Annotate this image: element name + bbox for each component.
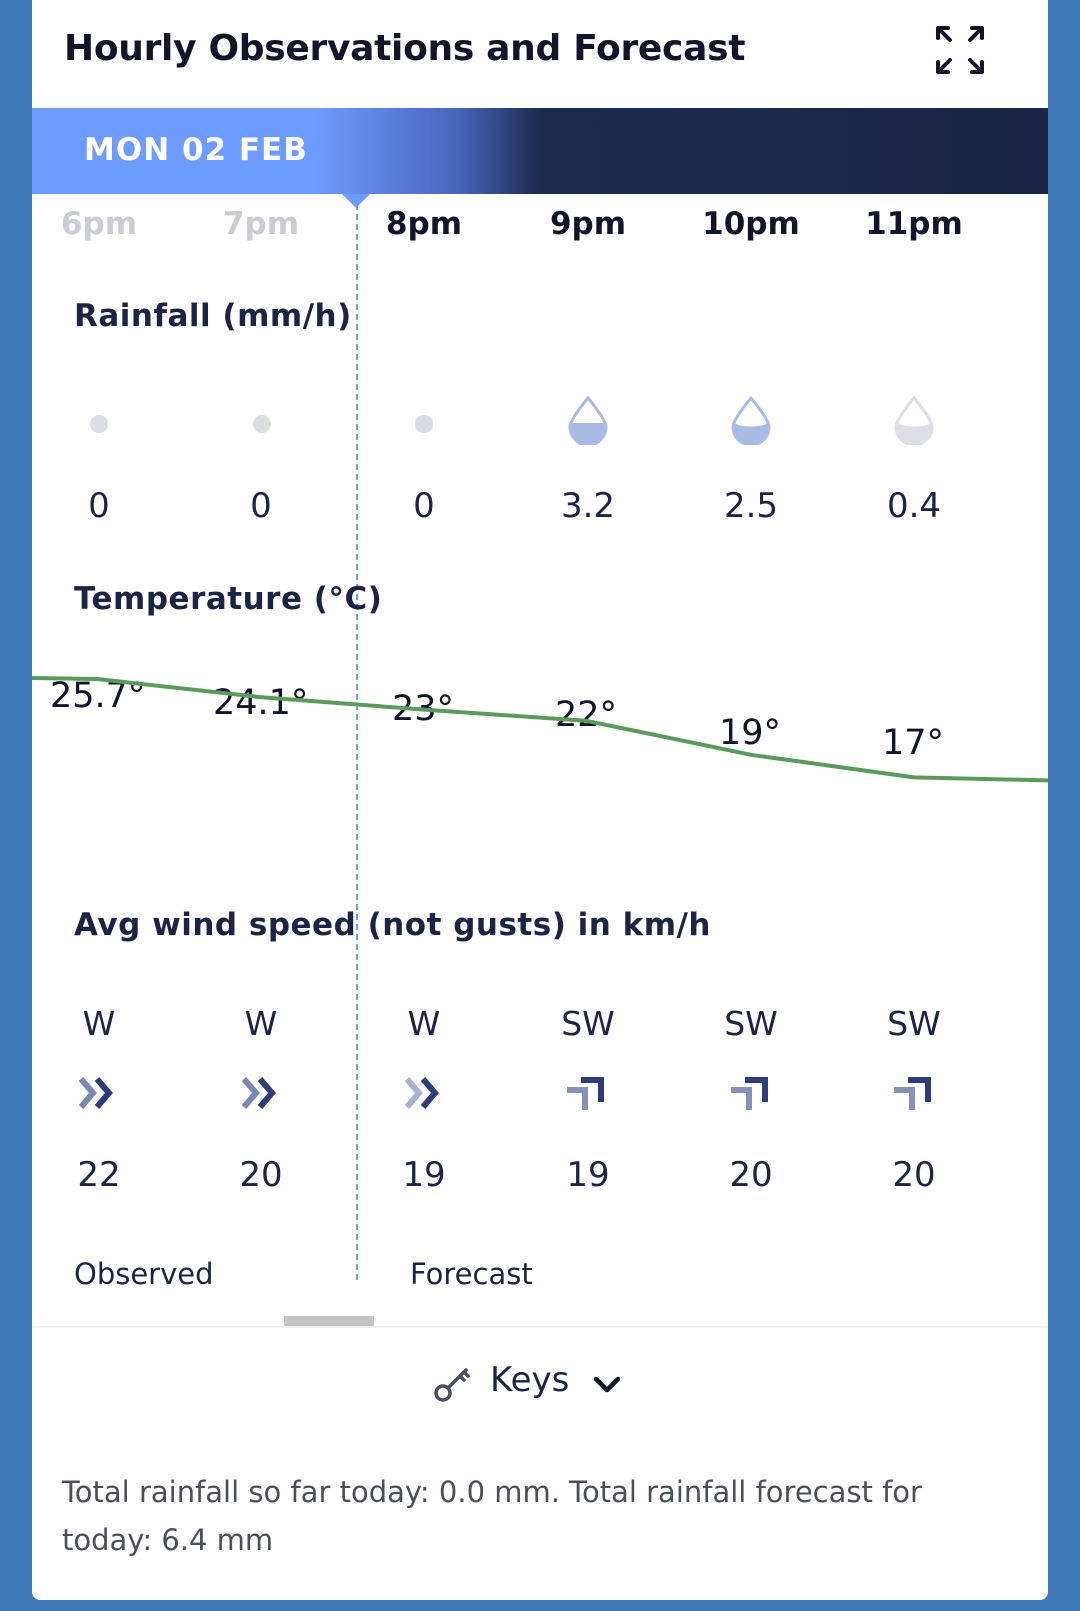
temperature-value: 19°	[719, 713, 782, 753]
hour-label: 7pm	[222, 206, 300, 242]
wind-direction: W	[407, 1004, 441, 1043]
temperature-line	[32, 676, 1048, 783]
temperature-value: 17°	[882, 723, 945, 763]
chevron-down-icon	[593, 1376, 621, 1393]
wind-direction: SW	[561, 1004, 615, 1043]
forecast-card: Hourly Observations and Forecast MON 02 …	[32, 0, 1048, 1600]
rainfall-value: 0	[88, 486, 110, 526]
date-bar: MON 02 FEB	[32, 108, 1048, 194]
double-chevron-right-icon	[241, 1077, 276, 1109]
hour-label: 6pm	[60, 206, 138, 242]
double-chevron-right-icon	[404, 1077, 439, 1109]
divider	[32, 1326, 1048, 1328]
raindrop-light-icon	[894, 395, 934, 445]
hour-label: 10pm	[702, 206, 800, 242]
wind-speed: 20	[239, 1155, 283, 1195]
wind-sw-icon	[894, 1077, 931, 1110]
key-icon	[434, 1368, 470, 1402]
expand-icon	[936, 26, 984, 74]
hour-label: 11pm	[865, 206, 963, 242]
horizontal-scrollbar[interactable]	[284, 1316, 374, 1326]
dot-icon	[253, 415, 271, 433]
dot-icon	[415, 415, 433, 433]
current-time-line	[356, 194, 358, 1280]
wind-speed: 20	[729, 1155, 773, 1195]
hour-label: 8pm	[385, 206, 463, 242]
wind-label: Avg wind speed (not gusts) in km/h	[74, 907, 711, 943]
double-chevron-right-icon	[78, 1077, 113, 1109]
wind-speed: 19	[402, 1155, 446, 1195]
card-header: Hourly Observations and Forecast	[32, 0, 1048, 108]
temperature-chart	[32, 676, 1048, 783]
card-title: Hourly Observations and Forecast	[64, 28, 746, 69]
rainfall-summary: Total rainfall so far today: 0.0 mm. Tot…	[62, 1475, 922, 1557]
observed-label: Observed	[74, 1257, 214, 1291]
wind-direction: SW	[887, 1004, 941, 1043]
rainfall-value: 0.4	[886, 486, 942, 526]
rainfall-value: 2.5	[723, 486, 779, 526]
rainfall-value: 3.2	[560, 486, 616, 526]
raindrop-icon	[731, 395, 771, 445]
wind-direction: W	[82, 1004, 116, 1043]
forecast-label: Forecast	[410, 1257, 533, 1291]
wind-direction: SW	[724, 1004, 778, 1043]
temperature-label: Temperature (°C)	[74, 581, 383, 617]
wind-speed: 20	[892, 1155, 936, 1195]
expand-button[interactable]	[932, 22, 988, 78]
hour-label: 9pm	[549, 206, 627, 242]
rainfall-value: 0	[413, 486, 435, 526]
rainfall-value: 0	[250, 486, 272, 526]
temperature-value: 22°	[555, 695, 618, 735]
temperature-value: 24.1°	[213, 683, 309, 723]
keys-label: Keys	[490, 1360, 570, 1400]
dot-icon	[90, 415, 108, 433]
date-label: MON 02 FEB	[84, 132, 308, 168]
wind-speed: 19	[566, 1155, 610, 1195]
wind-sw-icon	[567, 1077, 604, 1110]
wind-sw-icon	[731, 1077, 768, 1110]
raindrop-icon	[568, 395, 608, 445]
wind-direction: W	[244, 1004, 278, 1043]
wind-speed: 22	[77, 1155, 121, 1195]
keys-toggle-button[interactable]: Keys	[432, 1352, 672, 1412]
rainfall-label: Rainfall (mm/h)	[74, 298, 352, 334]
